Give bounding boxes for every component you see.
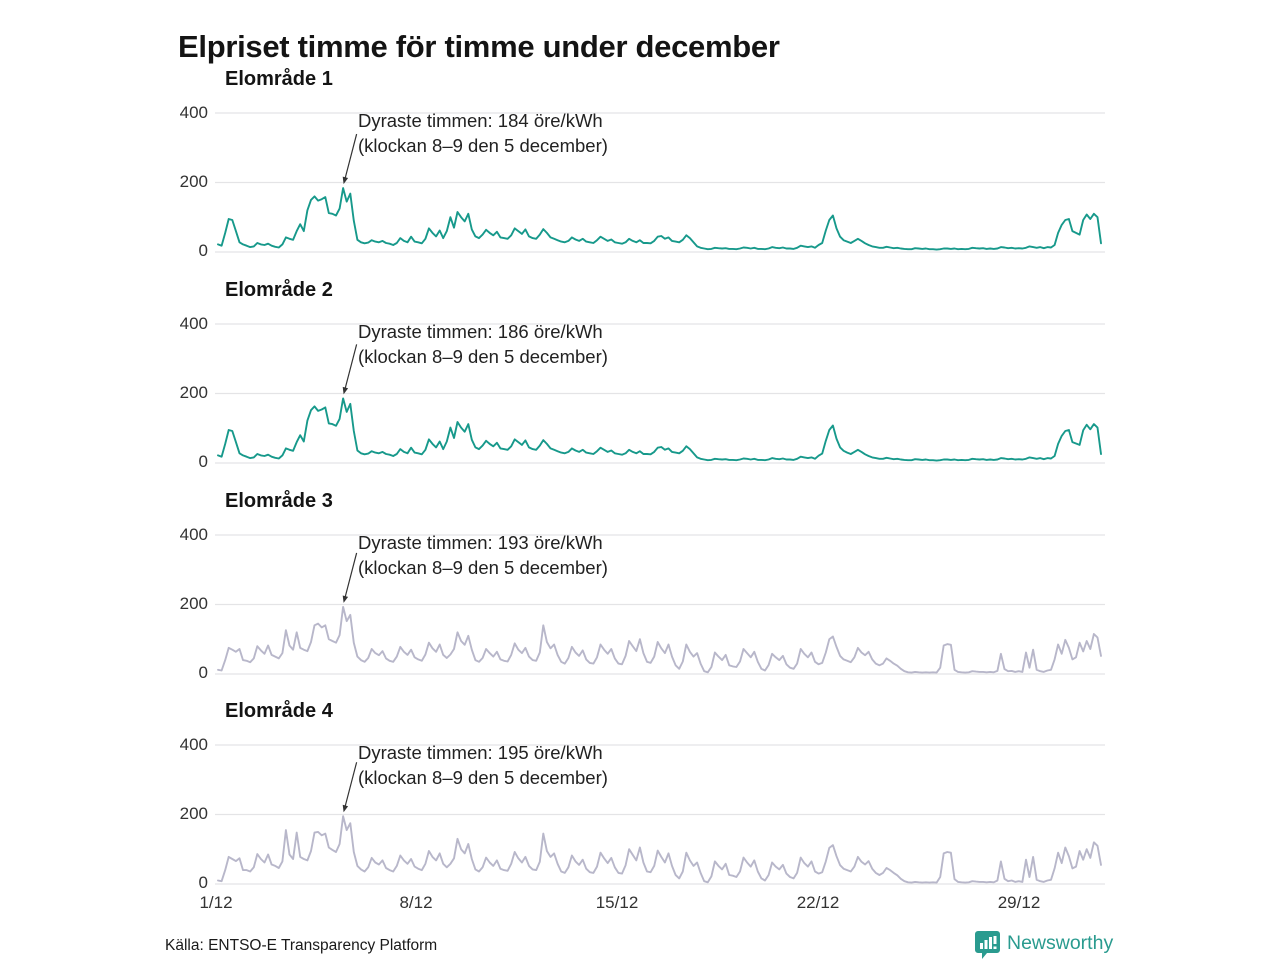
peak-annotation: Dyraste timmen: 184 öre/kWh (klockan 8–9… bbox=[358, 109, 698, 158]
x-tick: 22/12 bbox=[796, 893, 840, 912]
annotation-arrowhead bbox=[342, 176, 349, 185]
y-tick-400: 400 bbox=[179, 735, 208, 754]
annotation-line-2: (klockan 8–9 den 5 december) bbox=[358, 556, 608, 578]
subplot-title: Elområde 4 bbox=[225, 700, 333, 722]
brand-name: Newsworthy bbox=[1007, 932, 1114, 954]
price-line bbox=[217, 815, 1102, 884]
peak-annotation: Dyraste timmen: 193 öre/kWh (klockan 8–9… bbox=[358, 531, 698, 580]
annotation-arrowhead bbox=[342, 804, 349, 813]
annotation-line-2: (klockan 8–9 den 5 december) bbox=[358, 134, 608, 156]
subplot-title: Elområde 2 bbox=[225, 279, 333, 301]
y-tick-200: 200 bbox=[179, 804, 208, 823]
annotation-line-2: (klockan 8–9 den 5 december) bbox=[358, 345, 608, 367]
x-tick: 29/12 bbox=[997, 893, 1041, 912]
annotation-arrow-line bbox=[344, 133, 358, 180]
price-line-chart bbox=[215, 534, 1105, 675]
price-line bbox=[217, 187, 1102, 251]
y-tick-400: 400 bbox=[179, 103, 208, 122]
y-tick-0: 0 bbox=[198, 241, 208, 260]
annotation-arrow-line bbox=[344, 344, 358, 390]
subplot-title: Elområde 1 bbox=[225, 68, 333, 90]
price-line-chart bbox=[215, 112, 1105, 253]
subplot-title: Elområde 3 bbox=[225, 490, 333, 512]
bar-chart-bubble-icon bbox=[975, 931, 1000, 959]
y-tick-400: 400 bbox=[179, 525, 208, 544]
annotation-line-2: (klockan 8–9 den 5 december) bbox=[358, 766, 608, 788]
annotation-arrowhead bbox=[342, 386, 349, 395]
y-tick-200: 200 bbox=[179, 383, 208, 402]
chart-block-elomrade-3: Elområde 3 400 200 0 Dyraste timmen: 193… bbox=[0, 490, 1280, 691]
annotation-line-1: Dyraste timmen: 186 öre/kWh bbox=[358, 321, 603, 342]
y-tick-0: 0 bbox=[198, 452, 208, 471]
price-line bbox=[217, 605, 1102, 674]
peak-annotation: Dyraste timmen: 195 öre/kWh (klockan 8–9… bbox=[358, 741, 698, 790]
annotation-arrow-line bbox=[344, 762, 358, 808]
chart-block-elomrade-2: Elområde 2 400 200 0 Dyraste timmen: 186… bbox=[0, 279, 1280, 480]
annotation-arrowhead bbox=[342, 595, 349, 603]
y-tick-200: 200 bbox=[179, 594, 208, 613]
price-line bbox=[217, 397, 1102, 462]
y-tick-200: 200 bbox=[179, 172, 208, 191]
annotation-line-1: Dyraste timmen: 193 öre/kWh bbox=[358, 532, 603, 553]
y-tick-400: 400 bbox=[179, 314, 208, 333]
annotation-arrow-line bbox=[344, 552, 358, 599]
annotation-line-1: Dyraste timmen: 195 öre/kWh bbox=[358, 742, 603, 763]
x-tick: 8/12 bbox=[399, 893, 433, 912]
page-title: Elpriset timme för timme under december bbox=[178, 28, 780, 64]
chart-block-elomrade-1: Elområde 1 400 200 0 Dyraste timmen: 184… bbox=[0, 68, 1280, 269]
y-tick-0: 0 bbox=[198, 663, 208, 682]
chart-block-elomrade-4: Elområde 4 400 200 0 Dyraste timmen: 195… bbox=[0, 700, 1280, 901]
peak-annotation: Dyraste timmen: 186 öre/kWh (klockan 8–9… bbox=[358, 320, 698, 369]
annotation-line-1: Dyraste timmen: 184 öre/kWh bbox=[358, 110, 603, 131]
x-tick: 1/12 bbox=[199, 893, 233, 912]
y-tick-0: 0 bbox=[198, 873, 208, 892]
price-line-chart bbox=[215, 744, 1105, 885]
price-line-chart bbox=[215, 323, 1105, 464]
x-tick: 15/12 bbox=[595, 893, 639, 912]
source-attribution: Källa: ENTSO-E Transparency Platform bbox=[165, 937, 438, 954]
x-axis: 1/12 8/12 15/12 22/12 29/12 bbox=[0, 893, 1280, 917]
